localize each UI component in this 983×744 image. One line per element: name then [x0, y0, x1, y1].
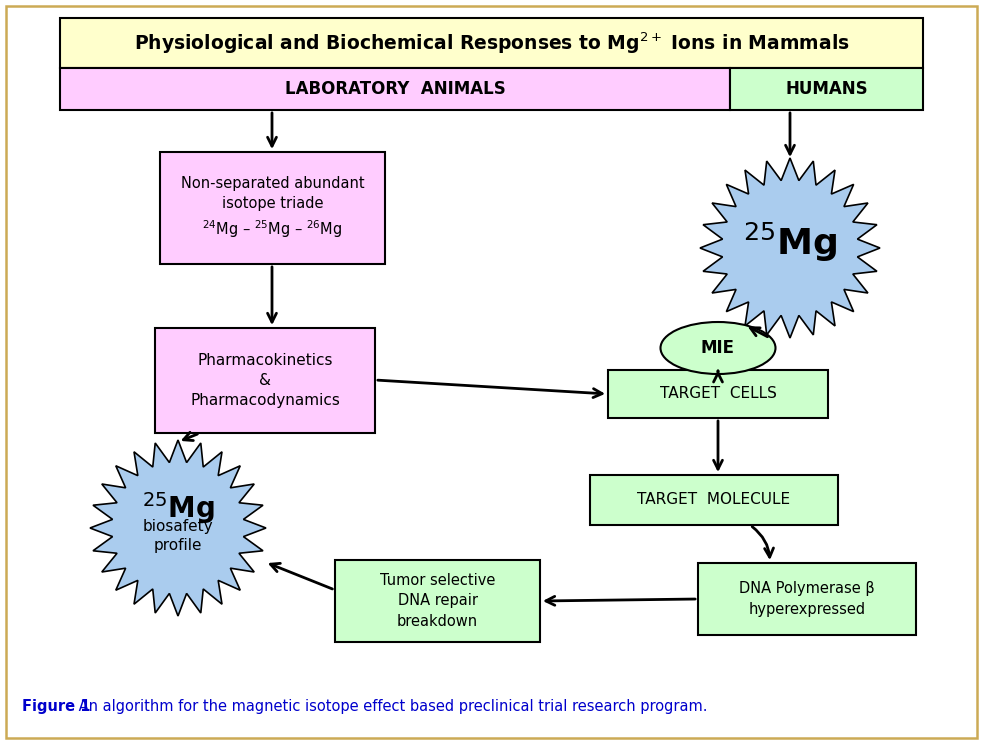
Bar — [160, 152, 385, 264]
Text: $^{25}$Mg: $^{25}$Mg — [743, 220, 838, 263]
Text: Figure 1: Figure 1 — [22, 699, 90, 713]
Text: DNA Polymerase β
hyperexpressed: DNA Polymerase β hyperexpressed — [739, 581, 875, 617]
Text: Non-separated abundant
isotope triade
$^{24}$Mg – $^{25}$Mg – $^{26}$Mg: Non-separated abundant isotope triade $^… — [181, 176, 365, 240]
Text: MIE: MIE — [701, 339, 735, 357]
Text: biosafety
profile: biosafety profile — [143, 519, 213, 554]
Text: Pharmacokinetics
&
Pharmacodynamics: Pharmacokinetics & Pharmacodynamics — [190, 353, 340, 408]
Text: TARGET  CELLS: TARGET CELLS — [660, 386, 777, 402]
Bar — [155, 328, 375, 433]
Text: HUMANS: HUMANS — [785, 80, 868, 98]
Bar — [335, 560, 540, 642]
Bar — [698, 563, 916, 635]
Text: Physiological and Biochemical Responses to Mg$^{2+}$ Ions in Mammals: Physiological and Biochemical Responses … — [134, 31, 849, 56]
Polygon shape — [700, 158, 880, 338]
Bar — [608, 370, 828, 418]
Bar — [590, 475, 838, 525]
Text: Tumor selective
DNA repair
breakdown: Tumor selective DNA repair breakdown — [379, 573, 495, 629]
Text: TARGET  MOLECULE: TARGET MOLECULE — [637, 493, 790, 507]
Bar — [60, 68, 730, 110]
Bar — [730, 68, 923, 110]
Ellipse shape — [661, 322, 776, 374]
Text: LABORATORY  ANIMALS: LABORATORY ANIMALS — [285, 80, 505, 98]
Text: An algorithm for the magnetic isotope effect based preclinical trial research pr: An algorithm for the magnetic isotope ef… — [74, 699, 708, 713]
Polygon shape — [90, 440, 266, 616]
Bar — [60, 18, 923, 68]
Text: $^{25}$Mg: $^{25}$Mg — [142, 490, 214, 526]
